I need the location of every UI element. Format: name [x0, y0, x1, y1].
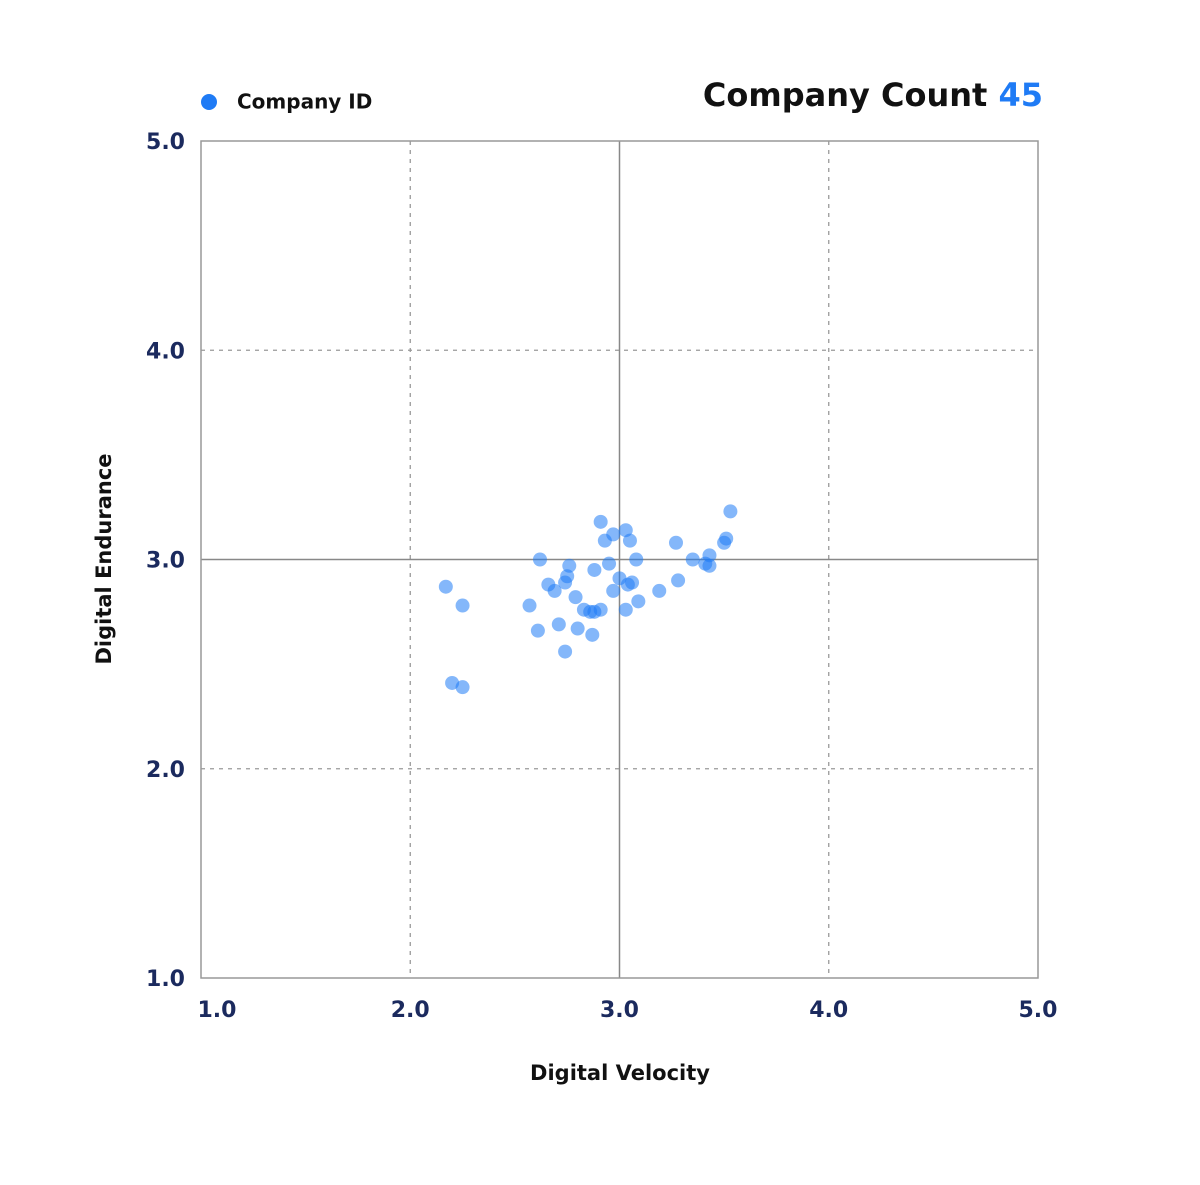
data-point [606, 583, 621, 598]
data-point [593, 514, 608, 529]
data-point [625, 575, 640, 590]
data-point [585, 627, 600, 642]
data-point [652, 583, 667, 598]
legend-label: Company ID [237, 90, 372, 114]
x-tick-label: 5.0 [1019, 998, 1058, 1023]
data-point [618, 602, 633, 617]
data-point [723, 504, 738, 519]
y-tick-label: 3.0 [146, 549, 185, 574]
data-point [455, 680, 470, 695]
data-point [532, 552, 547, 567]
y-axis-title: Digital Endurance [92, 453, 116, 664]
x-tick-label: 2.0 [391, 998, 430, 1023]
data-point [522, 598, 537, 613]
data-point [671, 573, 686, 588]
data-point [530, 623, 545, 638]
data-point [702, 548, 717, 563]
data-point [702, 558, 717, 573]
data-point [547, 583, 562, 598]
y-tick-label: 2.0 [146, 758, 185, 783]
data-point [606, 527, 621, 542]
legend-marker [201, 94, 217, 110]
data-point [629, 552, 644, 567]
data-point [622, 533, 637, 548]
x-tick-label: 1.0 [198, 998, 237, 1023]
data-point [602, 556, 617, 571]
data-point [685, 552, 700, 567]
data-point [455, 598, 470, 613]
count-value: 45 [998, 76, 1043, 114]
y-tick-label: 5.0 [146, 130, 185, 155]
y-tick-label: 4.0 [146, 339, 185, 364]
data-point [570, 621, 585, 636]
x-tick-label: 3.0 [600, 998, 639, 1023]
data-point [568, 590, 583, 605]
x-tick-label: 4.0 [809, 998, 848, 1023]
data-point [438, 579, 453, 594]
data-point [551, 617, 566, 632]
data-point [668, 535, 683, 550]
y-tick-label: 1.0 [146, 967, 185, 992]
chart-title: Company Count 45 [703, 76, 1043, 114]
data-point [560, 569, 575, 584]
title-text: Company Count [703, 76, 987, 114]
data-point [562, 558, 577, 573]
data-point [631, 594, 646, 609]
plot-border [200, 140, 1039, 979]
data-point [558, 644, 573, 659]
data-point [719, 531, 734, 546]
x-axis-title: Digital Velocity [530, 1061, 710, 1085]
data-point [593, 602, 608, 617]
data-point [587, 562, 602, 577]
